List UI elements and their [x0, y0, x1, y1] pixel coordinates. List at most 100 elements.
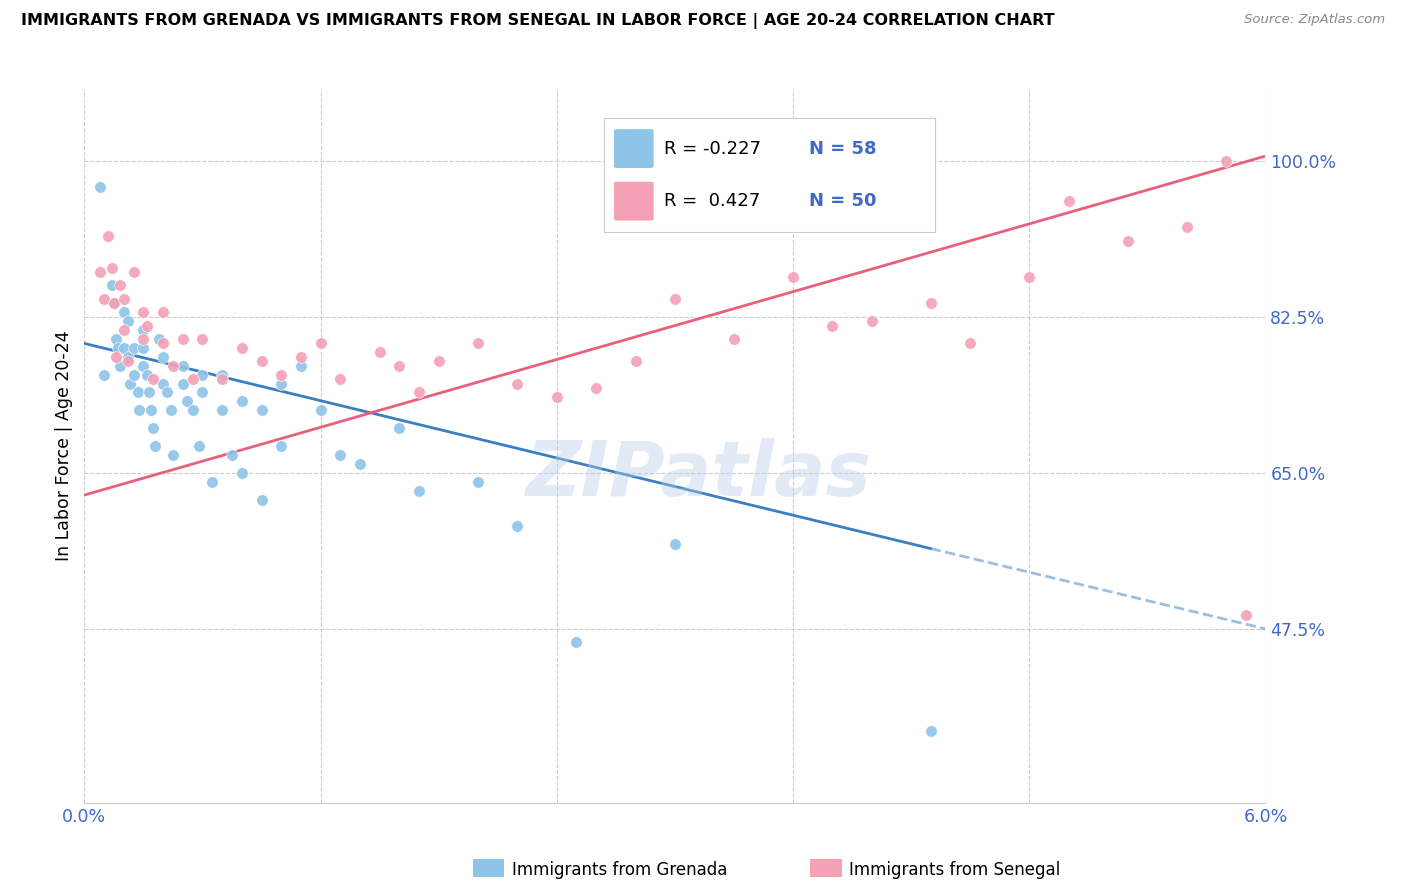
Text: Source: ZipAtlas.com: Source: ZipAtlas.com — [1244, 13, 1385, 27]
Point — [270, 368, 292, 382]
Point — [546, 390, 568, 404]
Point — [309, 403, 332, 417]
Point — [467, 475, 489, 489]
Text: R =  0.427: R = 0.427 — [664, 192, 759, 211]
Point — [93, 368, 115, 382]
Point — [141, 403, 163, 417]
Point — [138, 385, 160, 400]
Point — [782, 269, 804, 284]
Point — [427, 354, 450, 368]
Point — [723, 332, 745, 346]
Point — [329, 372, 352, 386]
Point — [136, 318, 159, 333]
Point — [132, 305, 155, 319]
Point — [101, 260, 124, 275]
Point — [152, 305, 174, 319]
Point — [664, 537, 686, 551]
Point — [132, 323, 155, 337]
Point — [506, 376, 529, 391]
Point — [172, 376, 194, 391]
Point — [1215, 153, 1237, 168]
Point — [388, 421, 411, 435]
Point — [122, 368, 145, 382]
Point — [211, 372, 233, 386]
Point — [181, 372, 204, 386]
Point — [97, 229, 120, 244]
Point — [860, 314, 883, 328]
Bar — [810, 858, 842, 878]
Point — [132, 359, 155, 373]
Point — [1234, 608, 1257, 623]
Point — [231, 466, 253, 480]
Point — [408, 385, 430, 400]
Point — [920, 724, 942, 739]
Point — [959, 336, 981, 351]
Point — [201, 475, 224, 489]
Point — [127, 385, 149, 400]
Point — [231, 341, 253, 355]
Point — [104, 350, 127, 364]
FancyBboxPatch shape — [614, 129, 654, 168]
Point — [181, 403, 204, 417]
Point — [191, 368, 214, 382]
Point — [103, 296, 125, 310]
Point — [156, 385, 179, 400]
Point — [250, 403, 273, 417]
Point — [103, 296, 125, 310]
Point — [191, 332, 214, 346]
Point — [93, 292, 115, 306]
Point — [506, 519, 529, 533]
Point — [388, 359, 411, 373]
Point — [143, 439, 166, 453]
Point — [565, 635, 588, 649]
Point — [142, 421, 165, 435]
Point — [172, 359, 194, 373]
Text: Immigrants from Grenada: Immigrants from Grenada — [512, 861, 727, 879]
Point — [368, 345, 391, 359]
Point — [112, 292, 135, 306]
Point — [136, 368, 159, 382]
Point — [117, 350, 139, 364]
Point — [152, 376, 174, 391]
Point — [112, 305, 135, 319]
Point — [108, 278, 131, 293]
Point — [250, 354, 273, 368]
Text: N = 58: N = 58 — [808, 139, 877, 158]
Point — [349, 457, 371, 471]
Point — [108, 359, 131, 373]
Point — [408, 483, 430, 498]
Point — [117, 354, 139, 368]
Point — [107, 341, 129, 355]
Point — [1057, 194, 1080, 208]
Point — [664, 292, 686, 306]
Point — [270, 439, 292, 453]
Point — [132, 341, 155, 355]
Point — [162, 448, 184, 462]
Point — [270, 376, 292, 391]
Point — [142, 372, 165, 386]
Point — [172, 332, 194, 346]
Point — [104, 332, 127, 346]
Point — [585, 381, 607, 395]
Point — [1116, 234, 1139, 248]
Point — [821, 318, 844, 333]
Point — [211, 403, 233, 417]
Bar — [472, 858, 505, 878]
Point — [128, 403, 150, 417]
Text: IMMIGRANTS FROM GRENADA VS IMMIGRANTS FROM SENEGAL IN LABOR FORCE | AGE 20-24 CO: IMMIGRANTS FROM GRENADA VS IMMIGRANTS FR… — [21, 13, 1054, 29]
Point — [211, 368, 233, 382]
Point — [920, 296, 942, 310]
Point — [191, 385, 214, 400]
Point — [467, 336, 489, 351]
Point — [89, 180, 111, 194]
Point — [160, 403, 183, 417]
Y-axis label: In Labor Force | Age 20-24: In Labor Force | Age 20-24 — [55, 331, 73, 561]
Text: Immigrants from Senegal: Immigrants from Senegal — [849, 861, 1060, 879]
Point — [231, 394, 253, 409]
Point — [152, 336, 174, 351]
Text: N = 50: N = 50 — [808, 192, 876, 211]
Point — [1175, 220, 1198, 235]
Point — [89, 265, 111, 279]
Point — [148, 332, 170, 346]
Point — [187, 439, 209, 453]
